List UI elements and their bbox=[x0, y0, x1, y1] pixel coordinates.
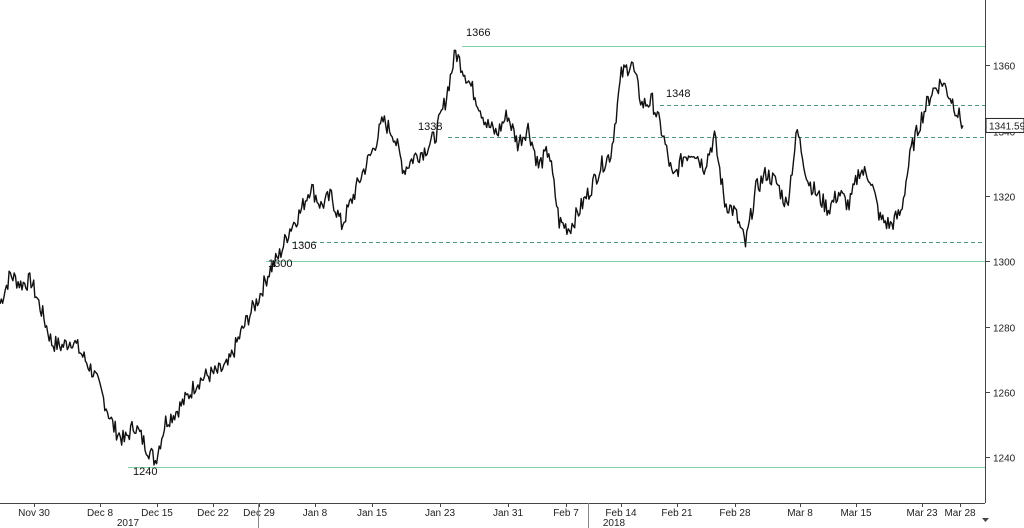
y-tick-label: 1300 bbox=[993, 258, 1016, 269]
y-tick-label: 1240 bbox=[993, 454, 1016, 465]
year-label-2017: 2017 bbox=[117, 518, 140, 528]
x-tick-label: Feb 7 bbox=[553, 508, 579, 519]
last-value-label: 1341.59 bbox=[989, 121, 1024, 132]
level-label-1240: 1240 bbox=[133, 466, 157, 478]
year-label-2018: 2018 bbox=[603, 518, 626, 528]
level-label-1348: 1348 bbox=[666, 88, 690, 100]
y-tick-label: 1280 bbox=[993, 324, 1016, 335]
level-label-1338: 1338 bbox=[418, 121, 442, 133]
level-label-1300: 1300 bbox=[268, 258, 292, 270]
x-tick-label: Feb 14 bbox=[605, 508, 637, 519]
y-tick-label: 1340 bbox=[993, 128, 1016, 139]
x-tick-label: Dec 15 bbox=[141, 508, 173, 519]
level-label-1366: 1366 bbox=[466, 27, 490, 39]
x-tick-label: Nov 30 bbox=[18, 508, 50, 519]
x-tick-label: Jan 31 bbox=[493, 508, 523, 519]
x-tick-label: Mar 28 bbox=[944, 508, 976, 519]
x-tick-label: Jan 15 bbox=[357, 508, 387, 519]
level-label-1306: 1306 bbox=[292, 240, 316, 252]
level-lines bbox=[128, 46, 985, 468]
price-line bbox=[0, 49, 964, 466]
y-tick-label: 1360 bbox=[993, 62, 1016, 73]
x-tick-label: Dec 8 bbox=[87, 508, 114, 519]
x-tick-label: Dec 29 bbox=[243, 508, 275, 519]
y-tick-label: 1320 bbox=[993, 193, 1016, 204]
x-tick-label: Mar 15 bbox=[840, 508, 872, 519]
x-tick-label: Feb 28 bbox=[719, 508, 751, 519]
axis-arrow-icon bbox=[982, 518, 989, 522]
y-tick-label: 1260 bbox=[993, 389, 1016, 400]
last-value-box bbox=[985, 117, 1024, 133]
price-series bbox=[0, 49, 964, 466]
x-tick-label: Mar 8 bbox=[787, 508, 813, 519]
x-tick-label: Feb 21 bbox=[661, 508, 693, 519]
x-tick-label: Mar 23 bbox=[906, 508, 938, 519]
x-tick-label: Jan 23 bbox=[425, 508, 455, 519]
x-tick-label: Dec 22 bbox=[197, 508, 229, 519]
x-tick-label: Jan 8 bbox=[303, 508, 328, 519]
